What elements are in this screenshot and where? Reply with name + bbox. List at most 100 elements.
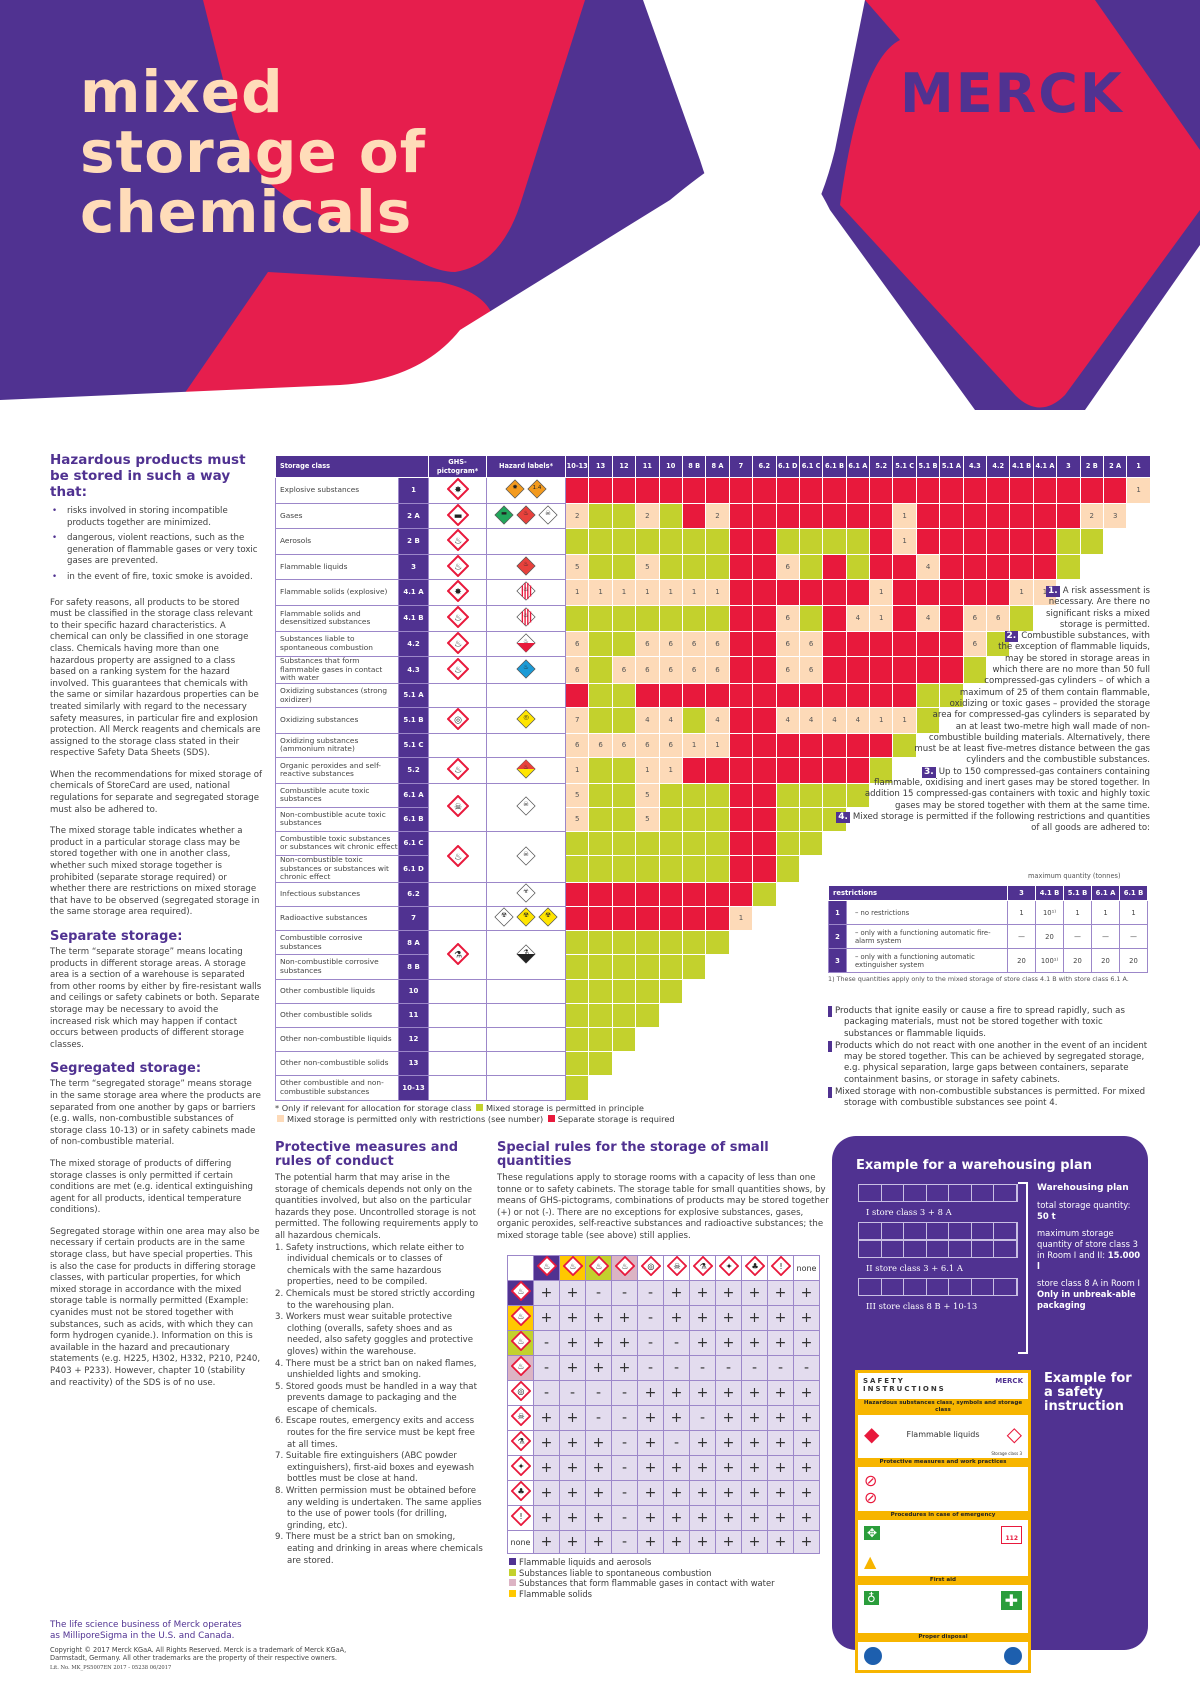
cell-permitted (635, 930, 660, 956)
corrosion-icon: ⚗ (692, 1255, 713, 1277)
card-title: SAFETY INSTRUCTIONS (863, 1377, 946, 1393)
cell-permitted (588, 630, 613, 658)
cell-allowed: + (689, 1305, 716, 1331)
note-text: A risk assessment is necessary. Are ther… (1045, 586, 1150, 630)
cell-separate (752, 830, 777, 857)
cell-empty (1127, 554, 1150, 580)
cell-restricted: 1 (705, 579, 730, 606)
storage-class-code: 6.1 C (398, 830, 429, 857)
cell-separate (705, 906, 730, 932)
cell-allowed: + (585, 1480, 612, 1506)
yellow-radioactive-label-icon: ☢ (516, 907, 536, 927)
svg-text:✦: ✦ (725, 1261, 732, 1271)
legend-item: Substances liable to spontaneous combust… (507, 1568, 775, 1579)
note-text: Up to 150 compressed-gas containers cont… (864, 766, 1150, 811)
storage-class-code: 2 A (398, 502, 429, 530)
pictogram-cell: ♨ (533, 1255, 560, 1281)
svg-text:✸: ✸ (454, 486, 462, 496)
storage-class-label: Substances liable to spontaneous combust… (275, 630, 399, 658)
safety-instruction-example-label: Example for a safety instruction (1044, 1371, 1132, 1414)
ghs-pictogram-cell: ♨ (428, 553, 487, 581)
cell-permitted (845, 782, 871, 808)
svg-text:✸: ✸ (512, 484, 518, 491)
shelf-row (858, 1240, 1018, 1258)
svg-text:♨: ♨ (595, 1261, 602, 1271)
max-quantity: 20 (1007, 948, 1036, 973)
cell-restricted: 2 (635, 502, 660, 530)
cell-empty (799, 1052, 822, 1076)
max-quantity: 20 (1035, 924, 1064, 949)
cell-allowed: + (741, 1505, 768, 1531)
pictogram-cell: ☠ (663, 1255, 690, 1281)
cell-permitted (681, 830, 707, 857)
small-table-row: ♨ + + - - - + + + + + + (507, 1280, 820, 1306)
cell-separate (775, 502, 800, 530)
cell-permitted (564, 930, 590, 956)
cell-separate (822, 553, 847, 581)
cell-separate (728, 806, 754, 832)
column-header: 10-13 (564, 455, 590, 478)
small-table-header: ♨ ♨ ♨ ♨ ◎ ☠ ⚗ ✦ ♣! none (507, 1255, 820, 1281)
cell-allowed: + (559, 1455, 586, 1481)
safety-instruction-card: SAFETY INSTRUCTIONS MERCK Hazardous subst… (855, 1370, 1031, 1673)
pictogram-cell: ♨ (559, 1255, 586, 1281)
cell-allowed: + (767, 1430, 794, 1456)
cell-allowed: + (611, 1355, 638, 1381)
red-yellow-peroxide-label-icon: ♨ (516, 759, 536, 779)
cell-empty (682, 1003, 705, 1027)
max-quantity: 1 (1063, 900, 1092, 925)
cell-separate (681, 477, 707, 504)
cell-separate (962, 502, 988, 530)
red-flame-label-icon: ♨ (516, 504, 536, 525)
cell-permitted (1056, 528, 1081, 555)
svg-text:♨: ♨ (517, 1336, 524, 1346)
cell-separate (635, 881, 660, 908)
left-column: Hazardous products must be stored in suc… (50, 452, 262, 1399)
warehouse-example-panel: Example for a warehousing plan I store c… (832, 1136, 1148, 1673)
cell-permitted (588, 954, 613, 980)
svg-text:♨: ♨ (453, 665, 461, 675)
cell-separate (752, 528, 777, 555)
cell-separate (775, 579, 800, 606)
cell-separate (939, 604, 964, 632)
cell-separate (869, 502, 894, 530)
orange-explosive-label-icon: ✸ (505, 479, 525, 499)
cell-permitted (658, 978, 683, 1004)
legend-green-swatch (475, 1104, 483, 1111)
cell-permitted (1009, 604, 1034, 632)
cell-not-allowed: - (585, 1405, 612, 1431)
max-quantity: — (1007, 924, 1036, 949)
column-header: 6.1 A (845, 455, 871, 478)
flame-icon: ♨ (510, 1355, 531, 1377)
title-line: storage of (80, 118, 426, 186)
cell-separate (962, 477, 988, 504)
svg-text:!: ! (519, 1511, 522, 1521)
storage-class-label: Other non-combustible liquids (275, 1026, 399, 1053)
cell-permitted (611, 502, 637, 530)
legend-item: Flammable liquids and aerosols (507, 1557, 775, 1568)
cell-permitted (564, 528, 590, 555)
ghs-pictogram-cell (428, 682, 487, 709)
legend-red: Separate storage is required (557, 1114, 675, 1124)
column-header: 4.1 A (1032, 455, 1058, 478)
small-table-row: ♨ - + + + - - - - - - - (507, 1355, 820, 1381)
cell-not-allowed: - (559, 1380, 586, 1406)
cell-permitted (869, 756, 894, 784)
cell-allowed: + (767, 1480, 794, 1506)
cell-restricted: 1 (658, 579, 683, 606)
notes-5-7: 5. Products that ignite easily or cause a… (814, 1006, 1150, 1111)
header-storage-class: Storage class (275, 455, 429, 478)
cell-permitted (564, 1075, 590, 1101)
max-quantity: — (1063, 924, 1092, 949)
flame-icon: ♨ (446, 631, 469, 654)
cell-permitted (588, 528, 613, 555)
table-row: Substances that form flammable gases in … (275, 656, 1151, 684)
cell-permitted (845, 553, 871, 581)
flame-icon: ♨ (446, 844, 469, 867)
storage-class-label: Other non-combustible solids (275, 1051, 399, 1077)
cell-restricted: 6 (775, 630, 800, 658)
restrictions-header: 3 (1007, 885, 1036, 901)
cell-restricted: 6 (658, 630, 683, 658)
cell-allowed: + (767, 1280, 794, 1306)
storage-class-code: 6.1 A (398, 782, 429, 808)
